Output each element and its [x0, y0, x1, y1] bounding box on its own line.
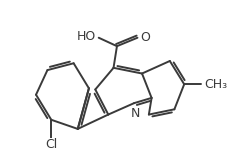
Text: O: O: [140, 31, 150, 44]
Text: Cl: Cl: [45, 138, 57, 151]
Text: N: N: [131, 107, 140, 120]
Text: CH₃: CH₃: [205, 78, 228, 91]
Text: HO: HO: [77, 30, 96, 43]
